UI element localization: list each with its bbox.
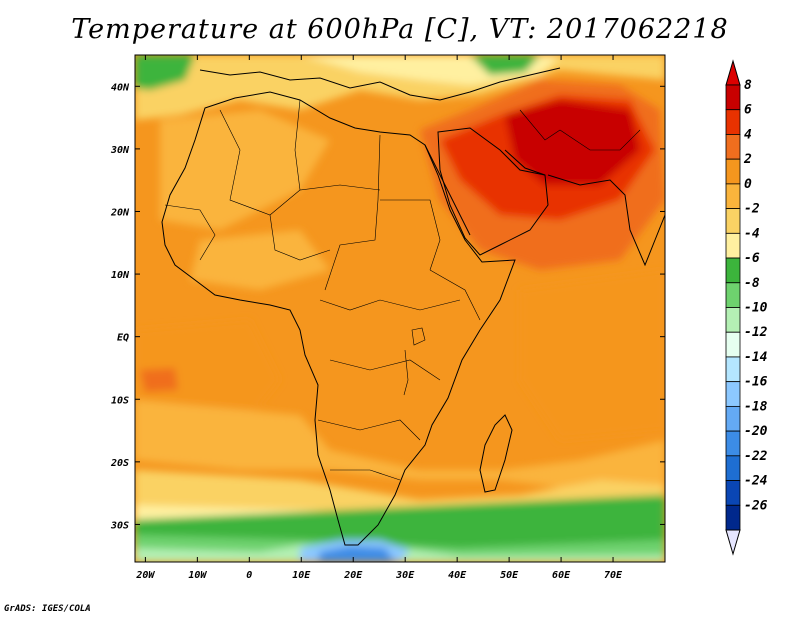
- grads-credit: GrADS: IGES/COLA: [4, 604, 91, 614]
- colorbar-swatch: [725, 134, 741, 160]
- lon-tick-label: 40E: [448, 570, 467, 581]
- colorbar-label: -20: [744, 424, 768, 439]
- colorbar: 8 6 4 2 0 -2 -4 -6 -8 -10 -12 -14 -16 -18 -20 -22 -24 -26: [725, 59, 768, 556]
- lon-tick-label: 20W: [135, 570, 155, 581]
- lake-victoria: [411, 327, 426, 346]
- field-sahel: [190, 230, 330, 290]
- lat-tick-label: 10N: [111, 270, 130, 281]
- border-7: [329, 359, 441, 381]
- lat-tick-label: 30N: [110, 145, 130, 156]
- colorbar-label: -4: [744, 226, 760, 241]
- colorbar-label: -6: [744, 251, 760, 266]
- persian-gulf: [504, 149, 546, 176]
- lat-tick-label: 20N: [110, 207, 130, 218]
- latitude-axis: 40N 30N 20N 10N EQ 10S 20S 30S: [110, 82, 665, 531]
- colorbar-label: -26: [744, 498, 768, 513]
- colorbar-swatch: [725, 480, 741, 506]
- lon-tick-label: 30E: [395, 570, 415, 581]
- border-9: [330, 469, 401, 481]
- border-10: [164, 204, 216, 261]
- lat-tick-label: 20S: [110, 458, 129, 469]
- colorbar-swatch: [725, 257, 741, 284]
- longitude-axis: 20W 10W 0 10E 20E 30E 40E 50E 60E 70E: [135, 55, 623, 581]
- lake-tanganyika: [403, 349, 409, 396]
- lat-tick-label: 40N: [111, 82, 130, 93]
- red-sea: [424, 144, 471, 236]
- lat-tick-label: EQ: [117, 333, 129, 344]
- border-3: [324, 134, 381, 291]
- madagascar-coastline: [479, 414, 513, 493]
- colorbar-label: 6: [744, 103, 752, 118]
- temperature-field: [135, 55, 665, 562]
- field-atlantic-warm-spot: [140, 368, 178, 392]
- colorbar-swatch: [725, 232, 741, 259]
- border-8: [317, 419, 421, 441]
- colorbar-label: -24: [744, 474, 768, 489]
- africa-coastline: [161, 91, 516, 546]
- colorbar-swatch: [725, 307, 741, 333]
- border-6: [319, 299, 461, 311]
- border-1: [219, 109, 301, 216]
- lon-tick-label: 10W: [188, 570, 207, 581]
- colorbar-label: 2: [743, 152, 752, 167]
- coastlines: [161, 67, 665, 546]
- lat-tick-label: 10S: [111, 395, 129, 406]
- border-4: [380, 199, 441, 271]
- colorbar-swatch: [725, 455, 741, 481]
- field-atlantic-green: [135, 55, 195, 90]
- country-borders: [164, 99, 641, 481]
- colorbar-swatch: [725, 381, 741, 407]
- colorbar-label: 0: [744, 177, 752, 192]
- lon-tick-label: 10E: [292, 570, 311, 581]
- map-title: Temperature at 600hPa [C], VT: 201706221…: [71, 14, 729, 45]
- lon-tick-label: 20E: [343, 570, 363, 581]
- field-iran-hottest: [505, 100, 640, 185]
- colorbar-label: -18: [744, 399, 768, 414]
- border-11: [429, 269, 481, 321]
- colorbar-top-arrow: [725, 59, 741, 86]
- border-12: [559, 129, 641, 151]
- field-black-sea-green: [470, 55, 540, 75]
- colorbar-bottom-arrow: [725, 529, 741, 556]
- colorbar-swatch: [725, 282, 741, 308]
- border-5: [269, 214, 331, 261]
- colorbar-swatch: [725, 405, 741, 432]
- colorbar-label: 8: [744, 78, 752, 93]
- arabia-coastline: [437, 127, 549, 256]
- colorbar-swatch: [725, 109, 741, 135]
- asia-coastline: [547, 174, 665, 267]
- plot-frame: [134, 54, 666, 563]
- colorbar-swatch: [725, 158, 741, 185]
- colorbar-label: -8: [744, 276, 760, 291]
- colorbar-label: -2: [744, 202, 760, 217]
- colorbar-label: -12: [744, 325, 768, 340]
- colorbar-swatch: [725, 504, 741, 531]
- field-sahara: [160, 110, 330, 230]
- lon-tick-label: 70E: [604, 570, 623, 581]
- colorbar-swatch: [725, 331, 741, 358]
- colorbar-label: -10: [744, 301, 768, 316]
- colorbar-swatch: [725, 356, 741, 383]
- colorbar-label: -22: [744, 449, 768, 464]
- field-indian-ocean: [520, 270, 665, 440]
- colorbar-label: 4: [744, 127, 752, 142]
- lon-tick-label: 50E: [500, 570, 519, 581]
- colorbar-swatch: [725, 183, 741, 210]
- colorbar-swatch: [725, 430, 741, 457]
- lon-tick-label: 60E: [552, 570, 571, 581]
- colorbar-swatch: [725, 208, 741, 234]
- colorbar-label: -14: [744, 350, 768, 365]
- colorbar-label: -16: [744, 375, 768, 390]
- field-south-mid: [135, 400, 665, 500]
- colorbar-swatch: [725, 84, 741, 111]
- border-13: [519, 109, 561, 141]
- lon-tick-label: 0: [246, 570, 252, 581]
- border-2: [294, 99, 381, 191]
- lat-tick-label: 30S: [110, 520, 129, 531]
- europe-coastline: [199, 67, 561, 101]
- field-south-deep-blue: [318, 546, 395, 562]
